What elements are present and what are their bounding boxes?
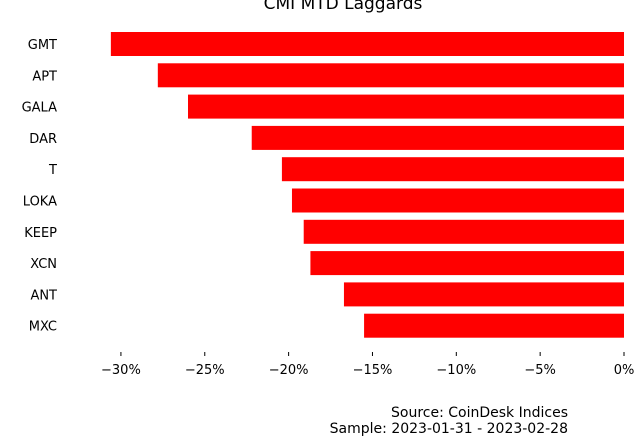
bar-gmt [110, 32, 624, 56]
bar-gala [188, 94, 624, 119]
x-tick-label: −10% [436, 363, 476, 378]
category-label: APT [32, 69, 57, 84]
bar-loka [291, 188, 624, 213]
category-label: MXC [29, 320, 57, 335]
category-labels: GMT APT GALA DAR T LOKA KEEP XCN ANT MXC [22, 38, 58, 335]
category-label: GALA [22, 101, 58, 116]
x-tick-label: −20% [269, 363, 309, 378]
bar-dar [251, 125, 624, 150]
category-label: LOKA [23, 195, 57, 210]
category-label: DAR [29, 132, 57, 147]
category-label: KEEP [24, 226, 57, 241]
x-tick-label: −15% [353, 363, 393, 378]
bar-t [281, 157, 624, 182]
sample-note: Sample: 2023-01-31 - 2023-02-28 [329, 421, 568, 437]
x-tick-label: −5% [524, 363, 556, 378]
chart-title: CMI MTD Laggards [264, 0, 423, 14]
category-label: GMT [28, 38, 57, 53]
bar-ant [343, 282, 624, 307]
bar-apt [157, 63, 625, 88]
x-axis-ticks: −30% −25% −20% −15% −10% −5% 0% [101, 352, 634, 378]
bar-mxc [364, 313, 624, 338]
source-note: Source: CoinDesk Indices [391, 405, 568, 421]
bars-group [110, 32, 625, 338]
x-tick-label: −30% [101, 363, 141, 378]
bar-xcn [310, 251, 624, 276]
category-label: ANT [30, 288, 57, 303]
x-tick-label: −25% [185, 363, 225, 378]
category-label: XCN [30, 257, 57, 272]
x-tick-label: 0% [614, 363, 635, 378]
category-label: T [48, 163, 57, 178]
bar-keep [303, 219, 624, 244]
